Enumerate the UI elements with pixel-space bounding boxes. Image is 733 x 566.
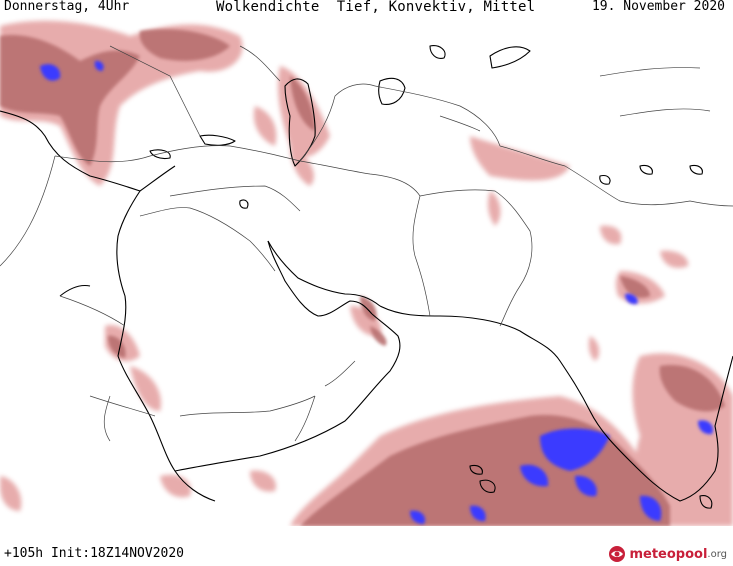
- coastlines: [0, 45, 733, 509]
- cloud-layer-mid: [0, 29, 725, 526]
- country-borders: [0, 45, 733, 442]
- forecast-day-label: Donnerstag, 4Uhr: [4, 0, 130, 14]
- map-title: Wolkendichte Tief, Konvektiv, Mittel: [216, 0, 536, 15]
- logo-domain: .org: [707, 548, 727, 560]
- forecast-run-info: +105h Init:18Z14NOV2020: [4, 546, 185, 561]
- meteopool-logo[interactable]: meteopool .org: [608, 544, 727, 564]
- forecast-date-label: 19. November 2020: [591, 0, 725, 14]
- logo-wordmark: meteopool: [629, 546, 708, 562]
- cloud-layer-dense: [40, 60, 714, 524]
- cloud-density-map: [0, 20, 733, 526]
- meteopool-globe-icon: [609, 546, 626, 562]
